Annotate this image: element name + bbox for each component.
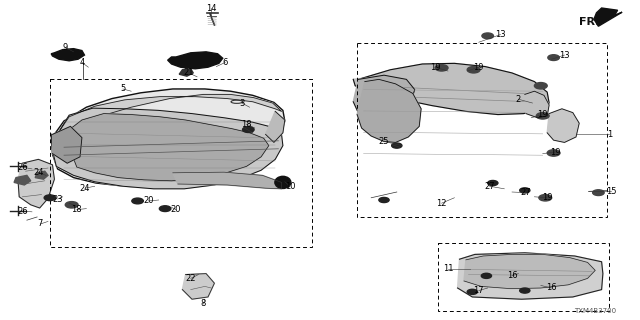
Polygon shape bbox=[266, 111, 285, 142]
Text: 6: 6 bbox=[223, 58, 228, 67]
Polygon shape bbox=[64, 114, 269, 181]
Text: 19: 19 bbox=[430, 63, 440, 72]
Text: 21: 21 bbox=[184, 68, 194, 77]
Polygon shape bbox=[173, 172, 282, 189]
Text: 3: 3 bbox=[239, 99, 244, 108]
Text: 23: 23 bbox=[52, 195, 63, 204]
Text: 24: 24 bbox=[80, 184, 90, 193]
Circle shape bbox=[132, 198, 143, 204]
Ellipse shape bbox=[275, 176, 291, 188]
Polygon shape bbox=[357, 79, 421, 142]
Text: 10: 10 bbox=[285, 182, 295, 191]
Text: 27: 27 bbox=[521, 188, 531, 197]
Polygon shape bbox=[353, 75, 415, 121]
Polygon shape bbox=[51, 49, 84, 61]
Circle shape bbox=[481, 273, 492, 278]
Circle shape bbox=[435, 65, 448, 71]
Circle shape bbox=[520, 288, 530, 293]
Polygon shape bbox=[58, 94, 282, 134]
Text: 1: 1 bbox=[607, 130, 612, 139]
Polygon shape bbox=[52, 108, 283, 189]
Circle shape bbox=[467, 67, 480, 73]
Polygon shape bbox=[353, 63, 549, 115]
Text: TXM4B3700: TXM4B3700 bbox=[574, 308, 616, 314]
Circle shape bbox=[593, 190, 604, 196]
Polygon shape bbox=[18, 159, 54, 208]
Text: 14: 14 bbox=[206, 4, 216, 12]
Circle shape bbox=[243, 127, 254, 132]
Text: 19: 19 bbox=[538, 110, 548, 119]
Text: 26: 26 bbox=[17, 163, 28, 172]
Circle shape bbox=[379, 197, 389, 203]
Polygon shape bbox=[464, 254, 595, 289]
Polygon shape bbox=[458, 253, 603, 299]
Text: 19: 19 bbox=[550, 148, 561, 156]
Text: 11: 11 bbox=[443, 264, 453, 273]
Text: 25: 25 bbox=[379, 137, 389, 146]
Circle shape bbox=[65, 202, 78, 208]
Text: 27: 27 bbox=[484, 182, 495, 191]
Text: 5: 5 bbox=[120, 84, 125, 93]
Circle shape bbox=[547, 150, 560, 156]
Text: 19: 19 bbox=[474, 63, 484, 72]
Polygon shape bbox=[525, 91, 549, 118]
Circle shape bbox=[536, 113, 549, 119]
Circle shape bbox=[534, 83, 547, 89]
Circle shape bbox=[44, 195, 56, 201]
Bar bbox=[50, 79, 312, 247]
Text: 7: 7 bbox=[38, 220, 43, 228]
Text: 13: 13 bbox=[559, 51, 570, 60]
Circle shape bbox=[392, 143, 402, 148]
Circle shape bbox=[520, 188, 530, 193]
Text: 16: 16 bbox=[507, 271, 517, 280]
Text: 20: 20 bbox=[171, 205, 181, 214]
Text: 12: 12 bbox=[436, 199, 447, 208]
Polygon shape bbox=[179, 69, 193, 76]
Text: 16: 16 bbox=[547, 284, 557, 292]
Circle shape bbox=[488, 180, 498, 186]
Text: FR.: FR. bbox=[579, 17, 600, 27]
Text: 17: 17 bbox=[474, 286, 484, 295]
Circle shape bbox=[548, 55, 559, 60]
Circle shape bbox=[467, 289, 477, 294]
Polygon shape bbox=[168, 52, 223, 69]
Polygon shape bbox=[594, 8, 622, 26]
Polygon shape bbox=[35, 171, 48, 179]
Text: 24: 24 bbox=[33, 168, 44, 177]
Text: 26: 26 bbox=[17, 207, 28, 216]
Text: 8: 8 bbox=[201, 300, 206, 308]
Text: 22: 22 bbox=[186, 274, 196, 283]
Text: 15: 15 bbox=[606, 187, 616, 196]
Bar bbox=[357, 43, 607, 217]
Circle shape bbox=[539, 195, 552, 201]
Text: 4: 4 bbox=[79, 58, 84, 67]
Text: 19: 19 bbox=[542, 193, 552, 202]
Text: 18: 18 bbox=[72, 205, 82, 214]
Text: 2: 2 bbox=[516, 95, 521, 104]
Text: 9: 9 bbox=[63, 43, 68, 52]
Text: 18: 18 bbox=[241, 120, 252, 129]
Circle shape bbox=[482, 33, 493, 39]
Polygon shape bbox=[182, 274, 214, 299]
Circle shape bbox=[159, 206, 171, 212]
Text: 13: 13 bbox=[495, 30, 506, 39]
Bar bbox=[438, 243, 609, 311]
Polygon shape bbox=[547, 109, 579, 142]
Polygon shape bbox=[51, 89, 285, 187]
Polygon shape bbox=[52, 126, 82, 163]
Polygon shape bbox=[14, 175, 31, 185]
Text: 20: 20 bbox=[143, 196, 154, 205]
